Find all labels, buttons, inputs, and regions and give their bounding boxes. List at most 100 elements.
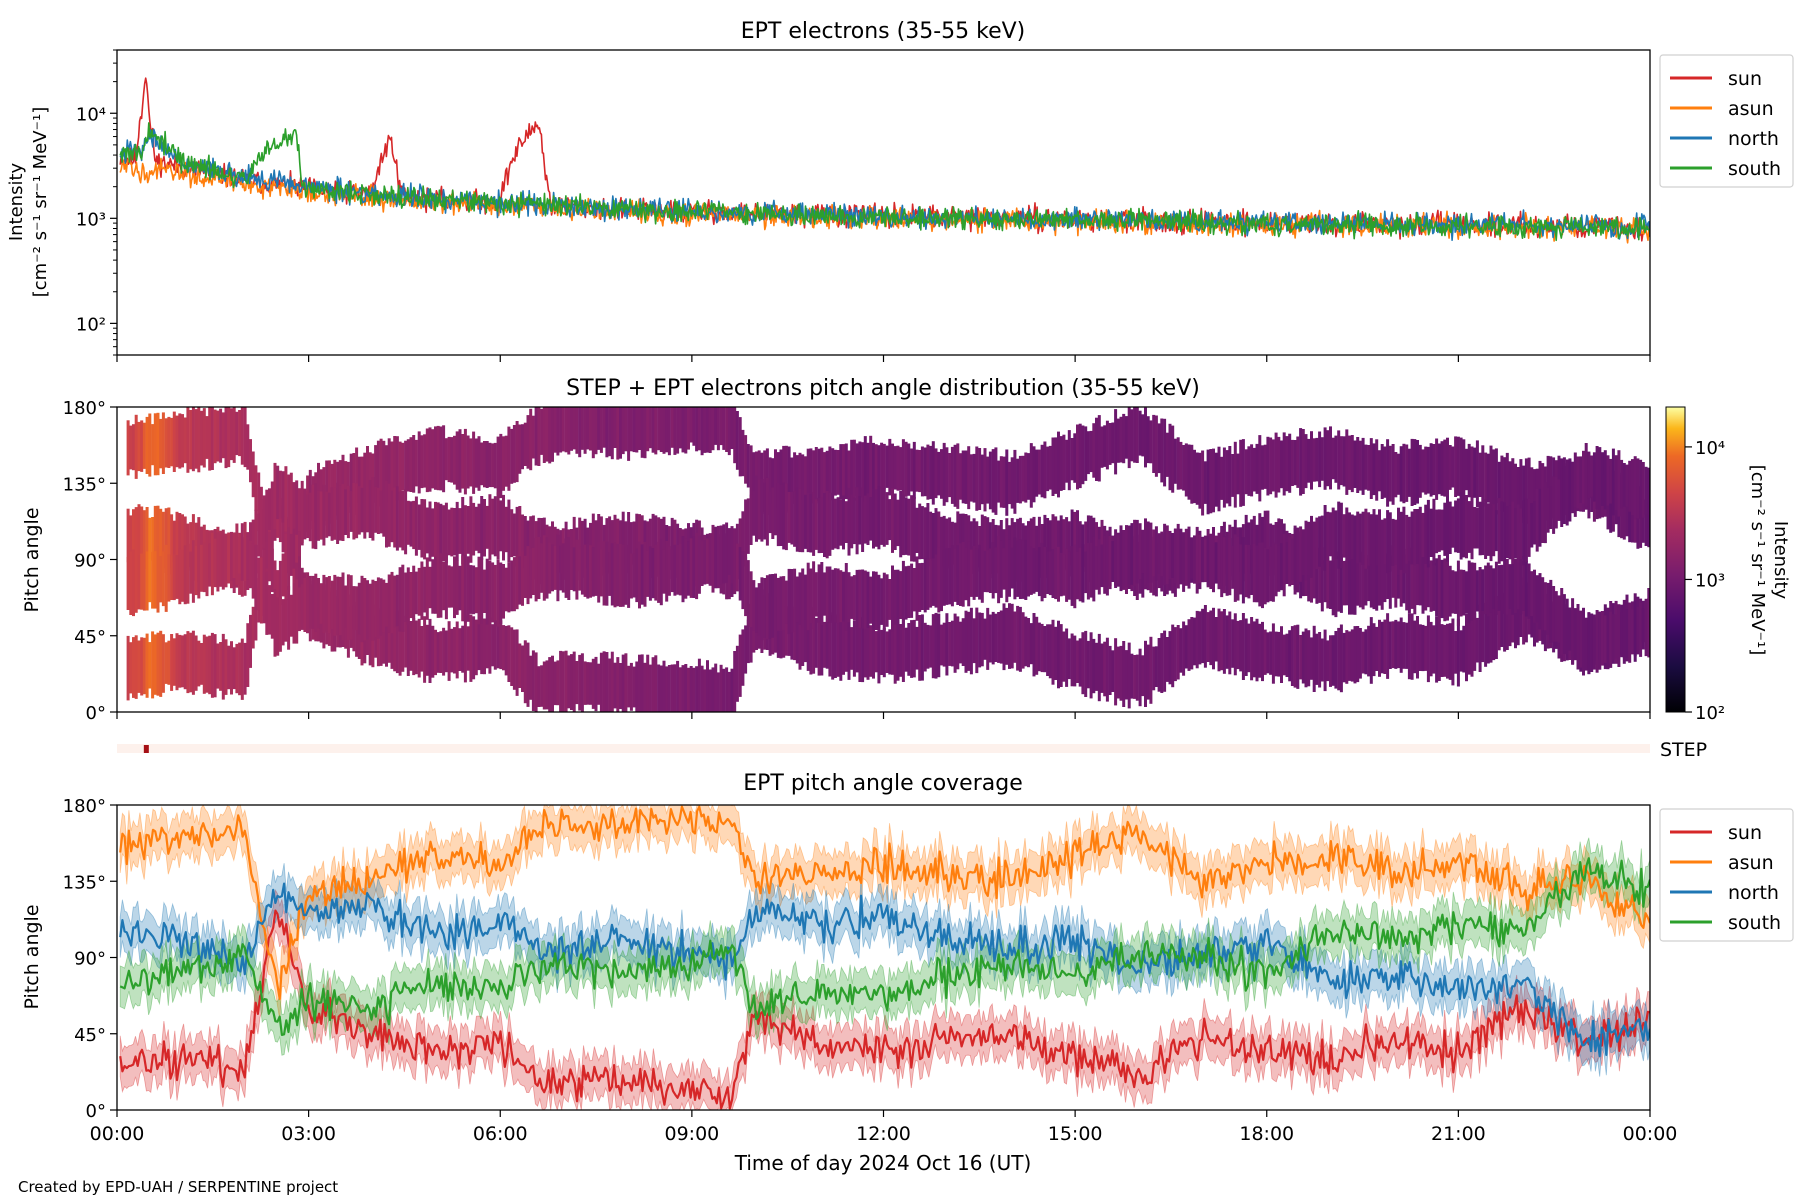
pad-cell xyxy=(1631,609,1634,655)
pad-cell xyxy=(844,623,848,672)
pad-cell xyxy=(485,558,489,625)
pad-ylabel: Pitch angle xyxy=(21,507,43,612)
pad-cell xyxy=(344,585,348,628)
pad-cell xyxy=(1043,514,1047,579)
pad-cell xyxy=(635,407,639,453)
legend2-asun-label: asun xyxy=(1728,852,1774,874)
pad-cell xyxy=(602,407,606,448)
pad-cell xyxy=(164,418,168,468)
pad-cell xyxy=(1391,621,1395,669)
pad-cell xyxy=(561,407,565,452)
pad-cell xyxy=(589,662,592,705)
pad-cell xyxy=(1568,458,1572,522)
pad-cell xyxy=(423,566,427,613)
pad-cell xyxy=(1043,546,1047,598)
pad-cell xyxy=(923,507,927,560)
pad-cell xyxy=(700,541,704,586)
pad-cell xyxy=(387,617,391,663)
pad-cell xyxy=(942,442,946,506)
pad-cell xyxy=(1301,631,1305,684)
pad-cell xyxy=(744,556,748,617)
pad-cell xyxy=(1250,549,1254,595)
pad-cell xyxy=(1065,628,1069,687)
pad-cell xyxy=(1231,545,1235,589)
pad-cell xyxy=(278,470,282,519)
pad-cell xyxy=(159,630,163,697)
pad-cell xyxy=(273,589,277,657)
pad-cell xyxy=(730,526,734,584)
pad-cell xyxy=(1048,551,1052,596)
pad-cell xyxy=(1609,611,1613,664)
pad-cell xyxy=(129,551,133,615)
pad-cell xyxy=(795,487,799,552)
pad-cell xyxy=(1391,555,1395,598)
pad-cell xyxy=(1135,519,1139,584)
pad-cell xyxy=(417,504,421,550)
pad-cell xyxy=(442,627,446,676)
pad-cell xyxy=(567,537,571,600)
pad-cell xyxy=(1073,433,1077,483)
pad-cell xyxy=(1111,650,1115,692)
pad-cell xyxy=(885,492,889,545)
coverage-series-layer xyxy=(119,805,1650,1110)
pad-cell xyxy=(1280,626,1283,683)
pad-cell xyxy=(779,484,783,546)
pad-cell xyxy=(1628,482,1632,543)
pad-cell xyxy=(284,598,288,642)
pad-cell xyxy=(847,487,851,556)
pad-cell xyxy=(850,494,854,549)
pad-cell xyxy=(1318,431,1322,488)
pad-cell xyxy=(1312,438,1316,482)
pad-cell xyxy=(1440,509,1444,551)
pad-cell xyxy=(934,612,938,679)
pad-cell xyxy=(923,558,927,613)
pad-cell xyxy=(828,492,832,556)
pad-cell xyxy=(997,460,1001,503)
pad-cell xyxy=(1636,606,1640,655)
pad-cell xyxy=(423,434,427,488)
pad-cell xyxy=(1054,626,1058,680)
pad-cell xyxy=(493,496,497,557)
pad-cell xyxy=(230,531,233,581)
pad-cell xyxy=(1549,579,1553,643)
pad-cell xyxy=(259,499,263,558)
pad-cell xyxy=(891,628,894,675)
pad-cell xyxy=(1320,437,1324,481)
pad-cell xyxy=(1097,415,1101,482)
pad-cell xyxy=(425,624,429,676)
colorbar-unit: [cm⁻² s⁻¹ sr⁻¹ MeV⁻¹] xyxy=(1747,465,1768,656)
pad-cell xyxy=(1035,616,1039,675)
pad-cell xyxy=(1339,554,1343,613)
pad-cell xyxy=(1024,616,1028,667)
pad-cell xyxy=(861,569,865,629)
pad-cell xyxy=(496,620,500,669)
pad-cell xyxy=(1228,538,1232,596)
pad-cell xyxy=(1407,547,1411,614)
pad-cell xyxy=(817,448,821,502)
pad-cell xyxy=(852,575,856,621)
pad-cell xyxy=(1527,457,1531,524)
pad-cell xyxy=(200,410,203,466)
pad-cell xyxy=(148,642,152,689)
pad-cell xyxy=(1410,511,1414,565)
pad-cell xyxy=(703,540,707,585)
pad-cell xyxy=(798,488,802,553)
pad-cell xyxy=(1378,551,1381,606)
pad-cell xyxy=(741,511,745,567)
pad-cell xyxy=(219,534,223,587)
pad-cell xyxy=(1339,624,1343,693)
pad-cell xyxy=(961,450,965,504)
pad-cell xyxy=(866,571,870,628)
pad-cell xyxy=(1195,452,1199,505)
pad-cell xyxy=(1244,618,1248,676)
pad-cell xyxy=(553,546,557,590)
pad-cell xyxy=(1367,512,1371,566)
pad-cell xyxy=(208,543,212,587)
pad-cell xyxy=(529,548,533,599)
pad-cell xyxy=(722,407,726,450)
pad-cell xyxy=(814,618,818,668)
pad-cell xyxy=(920,506,924,560)
pad-cell xyxy=(1407,448,1411,497)
pad-cell xyxy=(1372,623,1376,677)
pad-cell xyxy=(1426,615,1430,683)
